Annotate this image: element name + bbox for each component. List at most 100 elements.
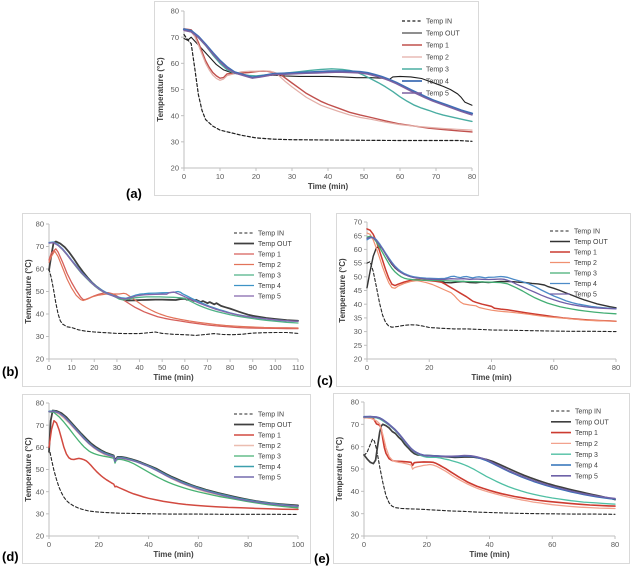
legend-label-temp-4: Temp 4 [575, 463, 598, 470]
panel-label-d: (d) [2, 549, 19, 564]
x-tick-label: 10 [216, 172, 224, 181]
series-line-temp-3 [183, 28, 473, 123]
series-line-temp-out [183, 36, 473, 106]
x-tick-label: 60 [194, 540, 202, 549]
legend-label-temp-in: Temp IN [258, 412, 284, 419]
series-line-temp-in [48, 446, 299, 516]
series-line-temp-5 [48, 410, 299, 508]
x-tick-label: 90 [249, 363, 257, 372]
x-tick-label: 20 [425, 363, 433, 372]
x-tick-label: 30 [288, 172, 296, 181]
legend-label-temp-2: Temp 2 [574, 260, 597, 267]
y-tick-label: 40 [36, 310, 44, 319]
y-tick-label: 65 [354, 231, 362, 240]
x-tick-label: 0 [47, 363, 51, 372]
y-tick-label: 70 [171, 33, 179, 42]
x-tick-label: 40 [485, 540, 493, 549]
x-tick-label: 20 [252, 172, 260, 181]
series-line-temp-1 [366, 228, 617, 322]
x-tick-label: 80 [244, 540, 252, 549]
y-tick-label: 60 [171, 59, 179, 68]
y-tick-label: 50 [171, 85, 179, 94]
chart-panel-c: 20 25 30 35 40 45 50 55 60 65 70 0 20 40 60 80 Time (min… [336, 213, 631, 387]
y-tick-label: 70 [351, 420, 359, 429]
y-tick-label: 70 [354, 218, 362, 227]
y-tick-label: 20 [36, 355, 44, 364]
y-tick-label: 40 [351, 487, 359, 496]
x-tick-label: 60 [181, 363, 189, 372]
x-axis-title: Time (min) [153, 550, 194, 559]
y-axis-title: Temperature (°C) [24, 259, 33, 324]
y-tick-label: 50 [36, 465, 44, 474]
chart-panel-d: 20 30 40 50 60 70 80 0 20 40 60 80 100 Time (min) Temp… [22, 394, 311, 564]
series-line-temp-5 [363, 415, 616, 500]
legend-label-temp-4: Temp 4 [258, 464, 281, 471]
legend-label-temp-2: Temp 2 [426, 55, 449, 62]
y-tick-label: 80 [171, 7, 179, 16]
x-tick-label: 40 [144, 540, 152, 549]
legend-label-temp-3: Temp 3 [258, 454, 281, 461]
x-tick-label: 30 [113, 363, 121, 372]
y-tick-label: 50 [354, 272, 362, 281]
y-tick-label: 60 [351, 442, 359, 451]
y-tick-label: 45 [354, 286, 362, 295]
series-line-temp-3 [366, 235, 617, 315]
legend-label-temp-3: Temp 3 [575, 452, 598, 459]
y-tick-label: 60 [354, 245, 362, 254]
y-tick-label: 20 [354, 355, 362, 364]
x-axis-title: Time (min) [153, 373, 194, 382]
series-line-temp-out [363, 423, 616, 501]
y-axis-title: Temperature (°C) [335, 436, 344, 501]
y-tick-label: 40 [354, 300, 362, 309]
x-tick-label: 40 [135, 363, 143, 372]
x-tick-label: 60 [550, 363, 558, 372]
x-tick-label: 20 [95, 540, 103, 549]
legend-label-temp-4: Temp 4 [574, 281, 597, 288]
legend-label-temp-2: Temp 2 [258, 443, 281, 450]
x-tick-label: 80 [468, 172, 476, 181]
y-tick-label: 70 [36, 421, 44, 430]
y-tick-label: 50 [351, 465, 359, 474]
series-line-temp-in [366, 261, 617, 333]
panel-label-e: (e) [314, 551, 330, 566]
legend-label-temp-2: Temp 2 [575, 441, 598, 448]
y-tick-label: 50 [36, 287, 44, 296]
panel-label-c: (c) [317, 373, 333, 388]
legend-label-temp-1: Temp 1 [575, 430, 598, 437]
x-tick-label: 100 [269, 363, 282, 372]
x-axis-title: Time (min) [308, 182, 349, 191]
series-line-temp-4 [182, 28, 474, 115]
series-line-temp-4 [366, 236, 617, 310]
series-line-temp-5 [366, 236, 617, 310]
x-tick-label: 40 [487, 363, 495, 372]
legend-label-temp-1: Temp 1 [258, 433, 281, 440]
series-line-temp-5 [48, 242, 299, 323]
legend-label-temp-2: Temp 2 [258, 262, 281, 269]
x-tick-label: 70 [432, 172, 440, 181]
x-tick-label: 0 [47, 540, 51, 549]
legend-label-temp-out: Temp OUT [258, 422, 293, 429]
y-tick-label: 80 [36, 399, 44, 408]
x-tick-label: 50 [360, 172, 368, 181]
x-tick-label: 0 [365, 363, 369, 372]
legend-label-temp-3: Temp 3 [574, 271, 597, 278]
legend-label-temp-3: Temp 3 [258, 273, 281, 280]
legend-label-temp-1: Temp 1 [574, 250, 597, 257]
legend-label-temp-out: Temp OUT [258, 241, 293, 248]
y-tick-label: 20 [351, 532, 359, 541]
y-tick-label: 40 [36, 487, 44, 496]
x-tick-label: 80 [612, 363, 620, 372]
legend-label-temp-out: Temp OUT [426, 31, 461, 38]
y-axis-title: Temperature (°C) [156, 57, 165, 122]
series-line-temp-1 [48, 248, 299, 330]
x-tick-label: 60 [548, 540, 556, 549]
series-line-temp-1 [48, 419, 299, 511]
legend-label-temp-in: Temp IN [574, 229, 600, 236]
legend-label-temp-3: Temp 3 [426, 67, 449, 74]
x-tick-label: 10 [67, 363, 75, 372]
y-tick-label: 35 [354, 314, 362, 323]
x-tick-label: 80 [226, 363, 234, 372]
